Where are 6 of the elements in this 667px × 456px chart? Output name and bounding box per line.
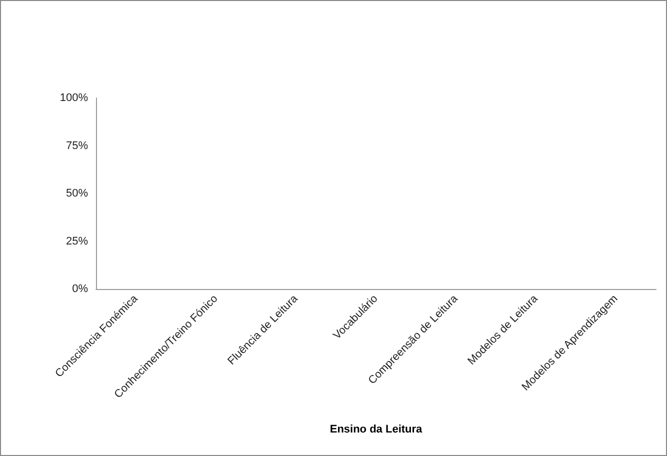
y-tick-label: 100% — [60, 92, 88, 104]
x-axis-title: Ensino da Leitura — [330, 424, 424, 436]
y-tick-label: 25% — [66, 235, 88, 248]
y-tick-label: 50% — [66, 188, 88, 200]
y-tick-label: 0% — [72, 283, 88, 295]
y-tick-label: 75% — [66, 140, 88, 152]
